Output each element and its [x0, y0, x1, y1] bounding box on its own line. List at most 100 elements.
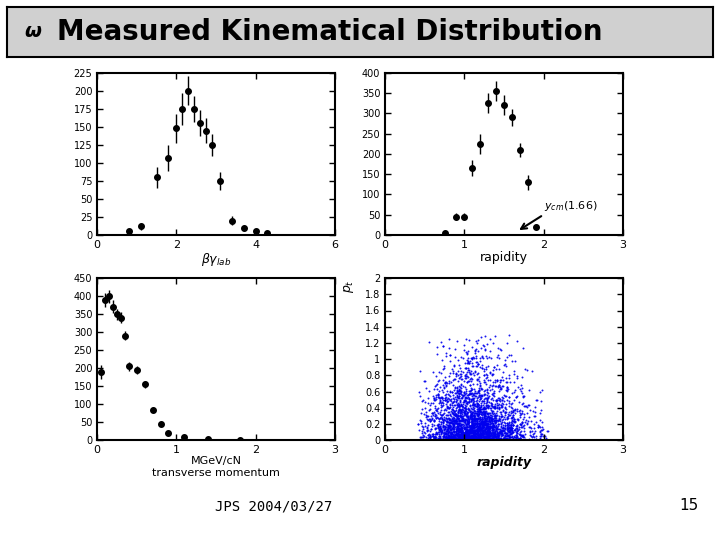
Point — [414, 367, 426, 376]
Point — [437, 342, 449, 350]
Point — [482, 401, 494, 410]
Point — [462, 431, 473, 440]
Point — [456, 426, 467, 435]
Point — [500, 428, 511, 437]
Point — [495, 429, 507, 437]
Point — [457, 430, 469, 439]
Point — [471, 434, 482, 443]
Point — [459, 359, 471, 367]
Point — [506, 433, 518, 441]
Point — [455, 424, 467, 433]
Point — [469, 422, 480, 431]
Point — [464, 388, 476, 397]
Point — [462, 349, 473, 357]
Point — [464, 394, 475, 403]
Point — [480, 399, 492, 408]
Point — [491, 376, 503, 384]
Point — [479, 420, 490, 429]
Point — [466, 430, 477, 439]
Point — [487, 388, 499, 397]
Point — [450, 398, 462, 407]
Point — [479, 332, 490, 341]
Point — [485, 431, 496, 440]
Point — [485, 423, 496, 432]
Point — [466, 426, 477, 434]
Point — [462, 435, 473, 444]
Point — [467, 435, 478, 444]
Point — [477, 433, 489, 441]
Point — [440, 393, 451, 402]
Point — [487, 429, 499, 438]
Point — [516, 388, 528, 397]
Point — [449, 435, 460, 444]
Point — [494, 435, 505, 444]
Point — [472, 426, 483, 435]
Point — [476, 407, 487, 416]
Point — [468, 430, 480, 439]
Point — [494, 427, 505, 436]
Point — [422, 430, 433, 439]
Point — [476, 420, 487, 429]
Point — [453, 416, 464, 425]
Point — [482, 428, 493, 437]
Point — [441, 435, 453, 443]
Point — [498, 426, 510, 435]
Point — [461, 408, 472, 417]
Point — [473, 377, 485, 386]
Point — [508, 395, 520, 404]
Point — [490, 415, 501, 424]
Point — [518, 431, 529, 440]
Point — [478, 413, 490, 421]
Point — [486, 384, 498, 393]
Point — [458, 397, 469, 406]
Point — [456, 429, 468, 437]
Point — [446, 405, 458, 414]
Point — [489, 421, 500, 429]
Point — [482, 431, 494, 440]
Point — [449, 418, 460, 427]
Point — [454, 396, 465, 404]
Point — [465, 397, 477, 406]
Point — [456, 436, 467, 444]
Point — [454, 396, 466, 405]
Point — [459, 416, 470, 424]
Point — [433, 433, 444, 442]
Point — [489, 428, 500, 437]
Point — [479, 423, 490, 432]
Point — [480, 429, 491, 437]
Point — [471, 374, 482, 383]
Point — [453, 406, 464, 414]
Point — [467, 418, 478, 427]
Point — [485, 422, 497, 431]
Point — [483, 433, 495, 441]
Point — [462, 429, 474, 437]
Point — [474, 434, 486, 443]
Point — [454, 411, 466, 420]
Point — [477, 426, 489, 435]
Point — [490, 411, 502, 420]
Point — [468, 420, 480, 429]
Point — [503, 370, 515, 379]
Point — [464, 428, 476, 437]
Point — [503, 431, 515, 440]
Point — [485, 432, 496, 441]
Point — [429, 401, 441, 410]
Point — [474, 407, 485, 416]
Point — [516, 373, 528, 381]
Point — [473, 416, 485, 425]
Point — [454, 436, 465, 444]
Point — [466, 417, 477, 426]
Point — [469, 435, 481, 443]
Point — [478, 391, 490, 400]
Point — [463, 397, 474, 406]
Point — [461, 347, 472, 356]
Point — [490, 411, 501, 420]
Point — [513, 435, 525, 444]
Point — [445, 435, 456, 444]
Point — [465, 410, 477, 418]
Point — [480, 432, 491, 441]
Point — [480, 419, 491, 428]
Point — [423, 399, 434, 407]
Point — [477, 418, 488, 427]
Point — [446, 418, 458, 427]
